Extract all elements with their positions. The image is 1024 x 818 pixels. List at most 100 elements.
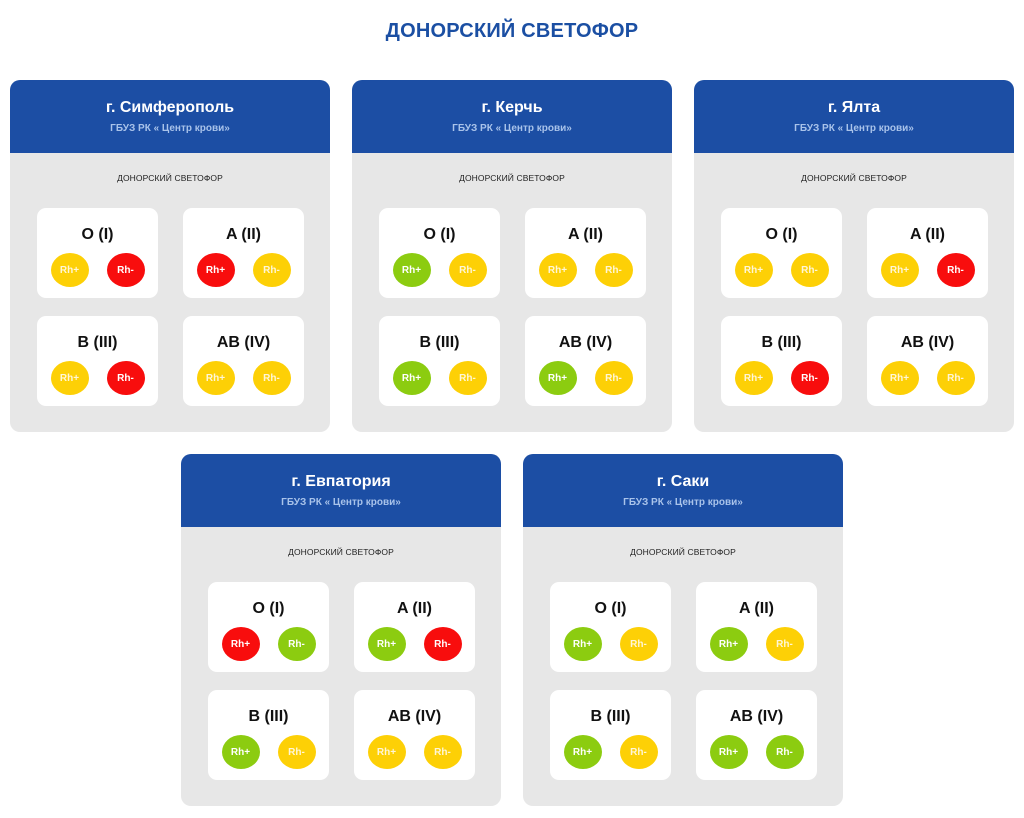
rh-plus-indicator: Rh+ [538,361,577,395]
rh-indicators: Rh+ Rh- [709,627,804,661]
org-name: ГБУЗ РК « Центр крови» [794,123,914,134]
rh-minus-indicator: Rh- [936,361,975,395]
blood-group-name: O (I) [423,226,456,243]
rh-plus-indicator: Rh+ [734,361,773,395]
rh-plus-indicator: Rh+ [221,735,260,769]
section-label: ДОНОРСКИЙ СВЕТОФОР [630,547,736,557]
city-name: г. Саки [656,473,710,490]
city-card: г. Симферополь ГБУЗ РК « Центр крови» ДО… [10,80,330,432]
rh-minus-indicator: Rh- [106,253,145,287]
city-card: г. Керчь ГБУЗ РК « Центр крови» ДОНОРСКИ… [352,80,672,432]
rh-indicators: Rh+ Rh- [392,361,487,395]
rh-minus-indicator: Rh- [765,735,804,769]
rh-plus-indicator: Rh+ [221,627,260,661]
rh-plus-indicator: Rh+ [709,735,748,769]
rh-plus-indicator: Rh+ [709,627,748,661]
rh-minus-indicator: Rh- [423,735,462,769]
section-label: ДОНОРСКИЙ СВЕТОФОР [288,547,394,557]
blood-group-tile: A (II) Rh+ Rh- [354,582,475,672]
blood-groups-grid: O (I) Rh+ Rh- A (II) Rh+ Rh- B (III) Rh+… [550,582,817,780]
rh-indicators: Rh+ Rh- [196,361,291,395]
blood-group-name: AB (IV) [216,334,271,351]
blood-group-name: O (I) [81,226,114,243]
rh-plus-indicator: Rh+ [563,627,602,661]
rh-indicators: Rh+ Rh- [50,253,145,287]
rh-indicators: Rh+ Rh- [709,735,804,769]
blood-group-name: B (III) [590,708,631,725]
blood-group-name: AB (IV) [558,334,613,351]
rh-plus-indicator: Rh+ [538,253,577,287]
rh-plus-indicator: Rh+ [734,253,773,287]
rh-minus-indicator: Rh- [594,253,633,287]
card-header: г. Евпатория ГБУЗ РК « Центр крови» [181,454,501,527]
rh-minus-indicator: Rh- [790,361,829,395]
city-name: г. Керчь [481,99,543,116]
rh-indicators: Rh+ Rh- [538,361,633,395]
blood-group-tile: AB (IV) Rh+ Rh- [696,690,817,780]
rh-indicators: Rh+ Rh- [734,253,829,287]
blood-group-name: AB (IV) [900,334,955,351]
rh-indicators: Rh+ Rh- [221,735,316,769]
blood-group-tile: O (I) Rh+ Rh- [379,208,500,298]
rh-plus-indicator: Rh+ [50,253,89,287]
org-name: ГБУЗ РК « Центр крови» [110,123,230,134]
rh-minus-indicator: Rh- [936,253,975,287]
card-body: ДОНОРСКИЙ СВЕТОФОР O (I) Rh+ Rh- A (II) … [694,153,1014,432]
rh-indicators: Rh+ Rh- [563,627,658,661]
rh-indicators: Rh+ Rh- [367,627,462,661]
rh-minus-indicator: Rh- [448,361,487,395]
blood-group-tile: O (I) Rh+ Rh- [37,208,158,298]
blood-group-name: AB (IV) [387,708,442,725]
blood-groups-grid: O (I) Rh+ Rh- A (II) Rh+ Rh- B (III) Rh+… [379,208,646,406]
blood-group-name: B (III) [761,334,802,351]
blood-group-tile: B (III) Rh+ Rh- [379,316,500,406]
rh-indicators: Rh+ Rh- [221,627,316,661]
blood-group-name: O (I) [594,600,627,617]
card-body: ДОНОРСКИЙ СВЕТОФОР O (I) Rh+ Rh- A (II) … [352,153,672,432]
rh-indicators: Rh+ Rh- [538,253,633,287]
card-header: г. Керчь ГБУЗ РК « Центр крови» [352,80,672,153]
city-card: г. Саки ГБУЗ РК « Центр крови» ДОНОРСКИЙ… [523,454,843,806]
rh-indicators: Rh+ Rh- [392,253,487,287]
blood-group-tile: B (III) Rh+ Rh- [721,316,842,406]
blood-group-name: B (III) [77,334,118,351]
city-name: г. Евпатория [291,473,391,490]
rh-minus-indicator: Rh- [277,735,316,769]
org-name: ГБУЗ РК « Центр крови» [452,123,572,134]
rh-indicators: Rh+ Rh- [880,253,975,287]
blood-group-name: O (I) [765,226,798,243]
rh-indicators: Rh+ Rh- [880,361,975,395]
rh-plus-indicator: Rh+ [196,361,235,395]
rh-minus-indicator: Rh- [619,627,658,661]
rh-indicators: Rh+ Rh- [734,361,829,395]
blood-group-name: AB (IV) [729,708,784,725]
card-header: г. Симферополь ГБУЗ РК « Центр крови» [10,80,330,153]
blood-group-name: A (II) [739,600,774,617]
rh-minus-indicator: Rh- [252,253,291,287]
blood-group-tile: AB (IV) Rh+ Rh- [183,316,304,406]
blood-group-tile: A (II) Rh+ Rh- [696,582,817,672]
rh-minus-indicator: Rh- [619,735,658,769]
blood-group-name: O (I) [252,600,285,617]
blood-group-tile: AB (IV) Rh+ Rh- [525,316,646,406]
rh-minus-indicator: Rh- [594,361,633,395]
rh-minus-indicator: Rh- [790,253,829,287]
city-card: г. Ялта ГБУЗ РК « Центр крови» ДОНОРСКИЙ… [694,80,1014,432]
blood-group-tile: B (III) Rh+ Rh- [550,690,671,780]
blood-groups-grid: O (I) Rh+ Rh- A (II) Rh+ Rh- B (III) Rh+… [721,208,988,406]
section-label: ДОНОРСКИЙ СВЕТОФОР [459,173,565,183]
rh-minus-indicator: Rh- [106,361,145,395]
page-title: ДОНОРСКИЙ СВЕТОФОР [385,20,639,42]
city-card: г. Евпатория ГБУЗ РК « Центр крови» ДОНО… [181,454,501,806]
rh-minus-indicator: Rh- [252,361,291,395]
rh-indicators: Rh+ Rh- [367,735,462,769]
blood-group-name: B (III) [419,334,460,351]
card-body: ДОНОРСКИЙ СВЕТОФОР O (I) Rh+ Rh- A (II) … [523,527,843,806]
rh-minus-indicator: Rh- [277,627,316,661]
blood-group-tile: B (III) Rh+ Rh- [208,690,329,780]
rh-indicators: Rh+ Rh- [50,361,145,395]
card-header: г. Ялта ГБУЗ РК « Центр крови» [694,80,1014,153]
city-name: г. Ялта [827,99,881,116]
rh-plus-indicator: Rh+ [880,361,919,395]
blood-group-name: A (II) [397,600,432,617]
